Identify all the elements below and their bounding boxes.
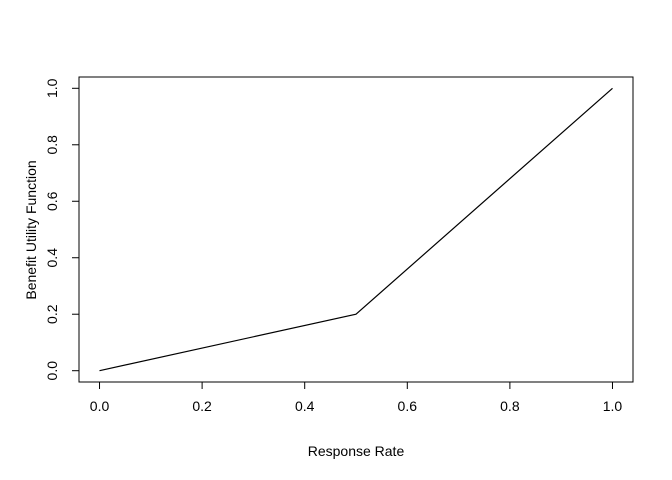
x-tick-label: 0.4	[295, 398, 315, 414]
y-tick-label: 0.4	[44, 248, 60, 268]
x-axis-ticks: 0.0 0.2 0.4 0.6 0.8 1.0	[90, 382, 623, 414]
y-axis-ticks: 0.0 0.2 0.4 0.6 0.8 1.0	[44, 78, 79, 380]
x-axis-title: Response Rate	[308, 443, 405, 459]
y-tick-label: 0.6	[44, 191, 60, 211]
x-tick-label: 0.0	[90, 398, 110, 414]
x-tick-label: 0.8	[500, 398, 520, 414]
y-tick-label: 0.8	[44, 135, 60, 155]
plot-box	[78, 76, 634, 383]
y-tick-label: 1.0	[44, 78, 60, 98]
y-tick-label: 0.2	[44, 304, 60, 324]
x-tick-label: 0.2	[192, 398, 212, 414]
x-tick-label: 0.6	[398, 398, 418, 414]
y-tick-label: 0.0	[44, 361, 60, 381]
utility-function-line	[99, 87, 613, 372]
y-axis-title: Benefit Utility Function	[23, 160, 39, 299]
x-tick-label: 1.0	[603, 398, 623, 414]
